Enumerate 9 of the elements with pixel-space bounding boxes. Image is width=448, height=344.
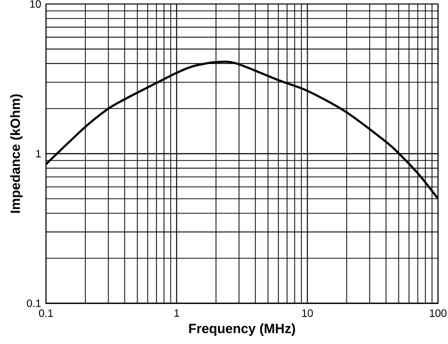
y-axis-title: Impedance (kOhm) <box>10 94 23 213</box>
x-tick-label: 100 <box>430 309 446 317</box>
x-axis-title: Frequency (MHz) <box>189 323 296 336</box>
x-tick-label: 0.1 <box>39 309 53 317</box>
y-tick-label: 1 <box>36 150 41 158</box>
x-tick-label: 1 <box>174 309 180 317</box>
y-tick-label: 0.1 <box>26 300 41 308</box>
x-tick-label: 10 <box>302 309 313 317</box>
y-tick-label: 10 <box>30 0 41 8</box>
